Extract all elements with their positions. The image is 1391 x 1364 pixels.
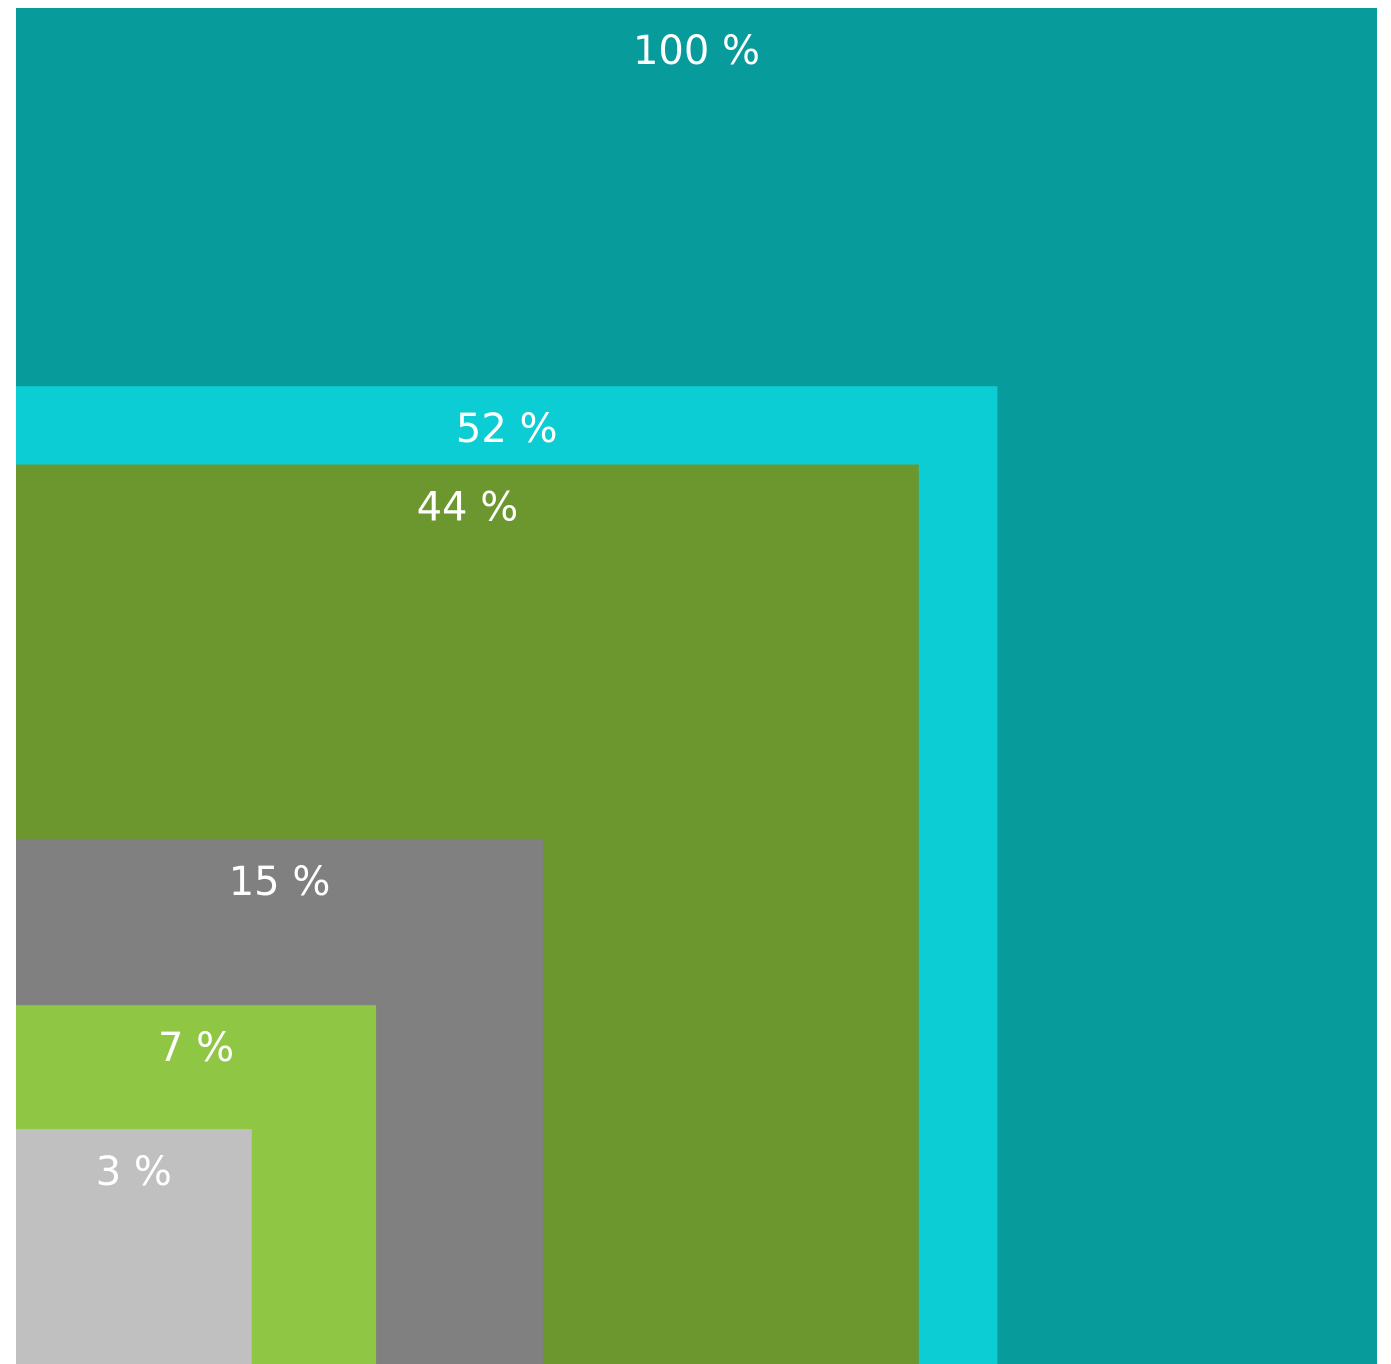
value-label: 7 % <box>158 1025 234 1071</box>
value-label: 3 % <box>96 1149 172 1195</box>
value-label: 52 % <box>456 406 558 452</box>
value-label: 44 % <box>417 485 519 531</box>
value-label: 15 % <box>229 859 331 905</box>
value-label: 100 % <box>633 28 760 74</box>
area-square <box>16 1129 252 1364</box>
